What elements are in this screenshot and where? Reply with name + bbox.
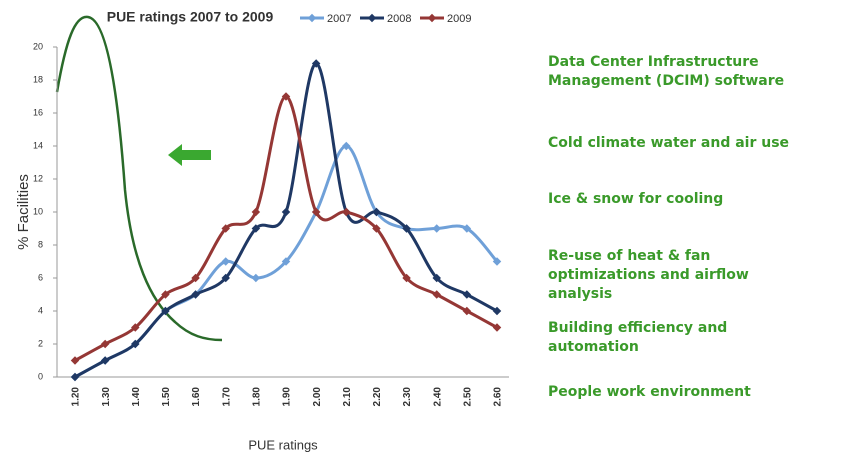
y-tick-label: 20 <box>33 41 43 51</box>
point-marker <box>311 207 321 217</box>
point-marker <box>131 339 140 349</box>
legend-label: 2008 <box>387 13 411 25</box>
point-marker <box>100 356 110 365</box>
y-tick-label: 4 <box>38 305 43 315</box>
point-marker <box>492 323 502 332</box>
hand-drawn-curve <box>55 15 223 342</box>
legend-marker <box>427 13 437 23</box>
y-tick-label: 12 <box>33 173 43 183</box>
x-tick-label: 1.60 <box>191 387 202 407</box>
legend-marker <box>367 13 377 23</box>
point-marker <box>492 257 502 266</box>
point-marker <box>100 339 110 349</box>
annotation: Building efficiency and <box>548 320 727 336</box>
point-marker <box>492 306 502 316</box>
legend-marker <box>307 13 317 23</box>
point-marker <box>221 257 230 266</box>
point-marker <box>432 290 441 299</box>
x-tick-label: 2.10 <box>342 387 353 407</box>
x-tick-label: 2.60 <box>493 387 504 407</box>
y-tick-label: 14 <box>33 140 43 150</box>
point-marker <box>221 224 230 233</box>
point-marker <box>251 207 261 217</box>
y-tick-label: 16 <box>33 107 43 117</box>
point-marker <box>191 290 200 299</box>
point-marker <box>372 207 381 217</box>
point-marker <box>281 92 291 101</box>
point-marker <box>70 356 80 365</box>
point-marker <box>432 224 441 233</box>
legend-label: 2009 <box>447 13 471 25</box>
point-marker <box>251 224 261 233</box>
point-marker <box>402 273 411 283</box>
point-marker <box>342 207 351 217</box>
point-marker <box>70 372 80 382</box>
y-axis-label: % Facilities <box>15 174 32 250</box>
x-tick-label: 2.40 <box>432 387 443 407</box>
x-axis-label: PUE ratings <box>248 437 318 452</box>
legend-label: 2007 <box>327 13 351 25</box>
y-tick-label: 2 <box>38 338 43 348</box>
x-tick-label: 2.20 <box>372 387 383 407</box>
annotation: Cold climate water and air use <box>548 135 789 151</box>
point-marker <box>161 306 170 316</box>
point-marker <box>281 257 291 266</box>
point-marker <box>221 273 230 283</box>
point-marker <box>342 141 351 151</box>
point-marker <box>462 306 472 316</box>
point-marker <box>402 224 411 233</box>
x-tick-label: 1.80 <box>251 387 262 407</box>
point-marker <box>251 273 261 283</box>
point-marker <box>372 224 381 233</box>
point-marker <box>311 59 321 68</box>
annotation: Re-use of heat & fan <box>548 248 710 264</box>
y-tick-label: 6 <box>38 272 43 282</box>
point-marker <box>281 207 291 217</box>
annotation: People work environment <box>548 384 751 400</box>
x-tick-label: 1.30 <box>101 387 112 407</box>
x-tick-label: 2.50 <box>462 387 473 407</box>
annotation: analysis <box>548 286 612 302</box>
annotation: Ice & snow for cooling <box>548 191 723 207</box>
y-tick-label: 18 <box>33 74 43 84</box>
x-tick-label: 1.40 <box>131 387 142 407</box>
point-marker <box>462 290 472 299</box>
point-marker <box>432 273 441 283</box>
y-tick-label: 8 <box>38 239 43 249</box>
arrow <box>168 144 211 166</box>
annotation: optimizations and airflow <box>548 267 749 283</box>
annotation: Management (DCIM) software <box>548 73 784 89</box>
x-tick-label: 1.50 <box>161 387 172 407</box>
y-tick-label: 10 <box>33 206 43 216</box>
x-tick-label: 1.20 <box>71 387 82 407</box>
annotation: automation <box>548 339 639 355</box>
x-tick-label: 2.30 <box>402 387 413 407</box>
point-marker <box>161 290 170 299</box>
point-marker <box>191 273 200 283</box>
chart-title: PUE ratings 2007 to 2009 <box>107 9 274 25</box>
series-line <box>74 61 498 379</box>
point-marker <box>131 323 140 332</box>
x-tick-label: 1.70 <box>221 387 232 407</box>
x-tick-label: 2.00 <box>312 387 323 407</box>
annotation: Data Center Infrastructure <box>548 54 759 70</box>
point-marker <box>462 224 472 233</box>
x-tick-label: 1.90 <box>282 387 293 407</box>
y-tick-label: 0 <box>38 371 43 381</box>
